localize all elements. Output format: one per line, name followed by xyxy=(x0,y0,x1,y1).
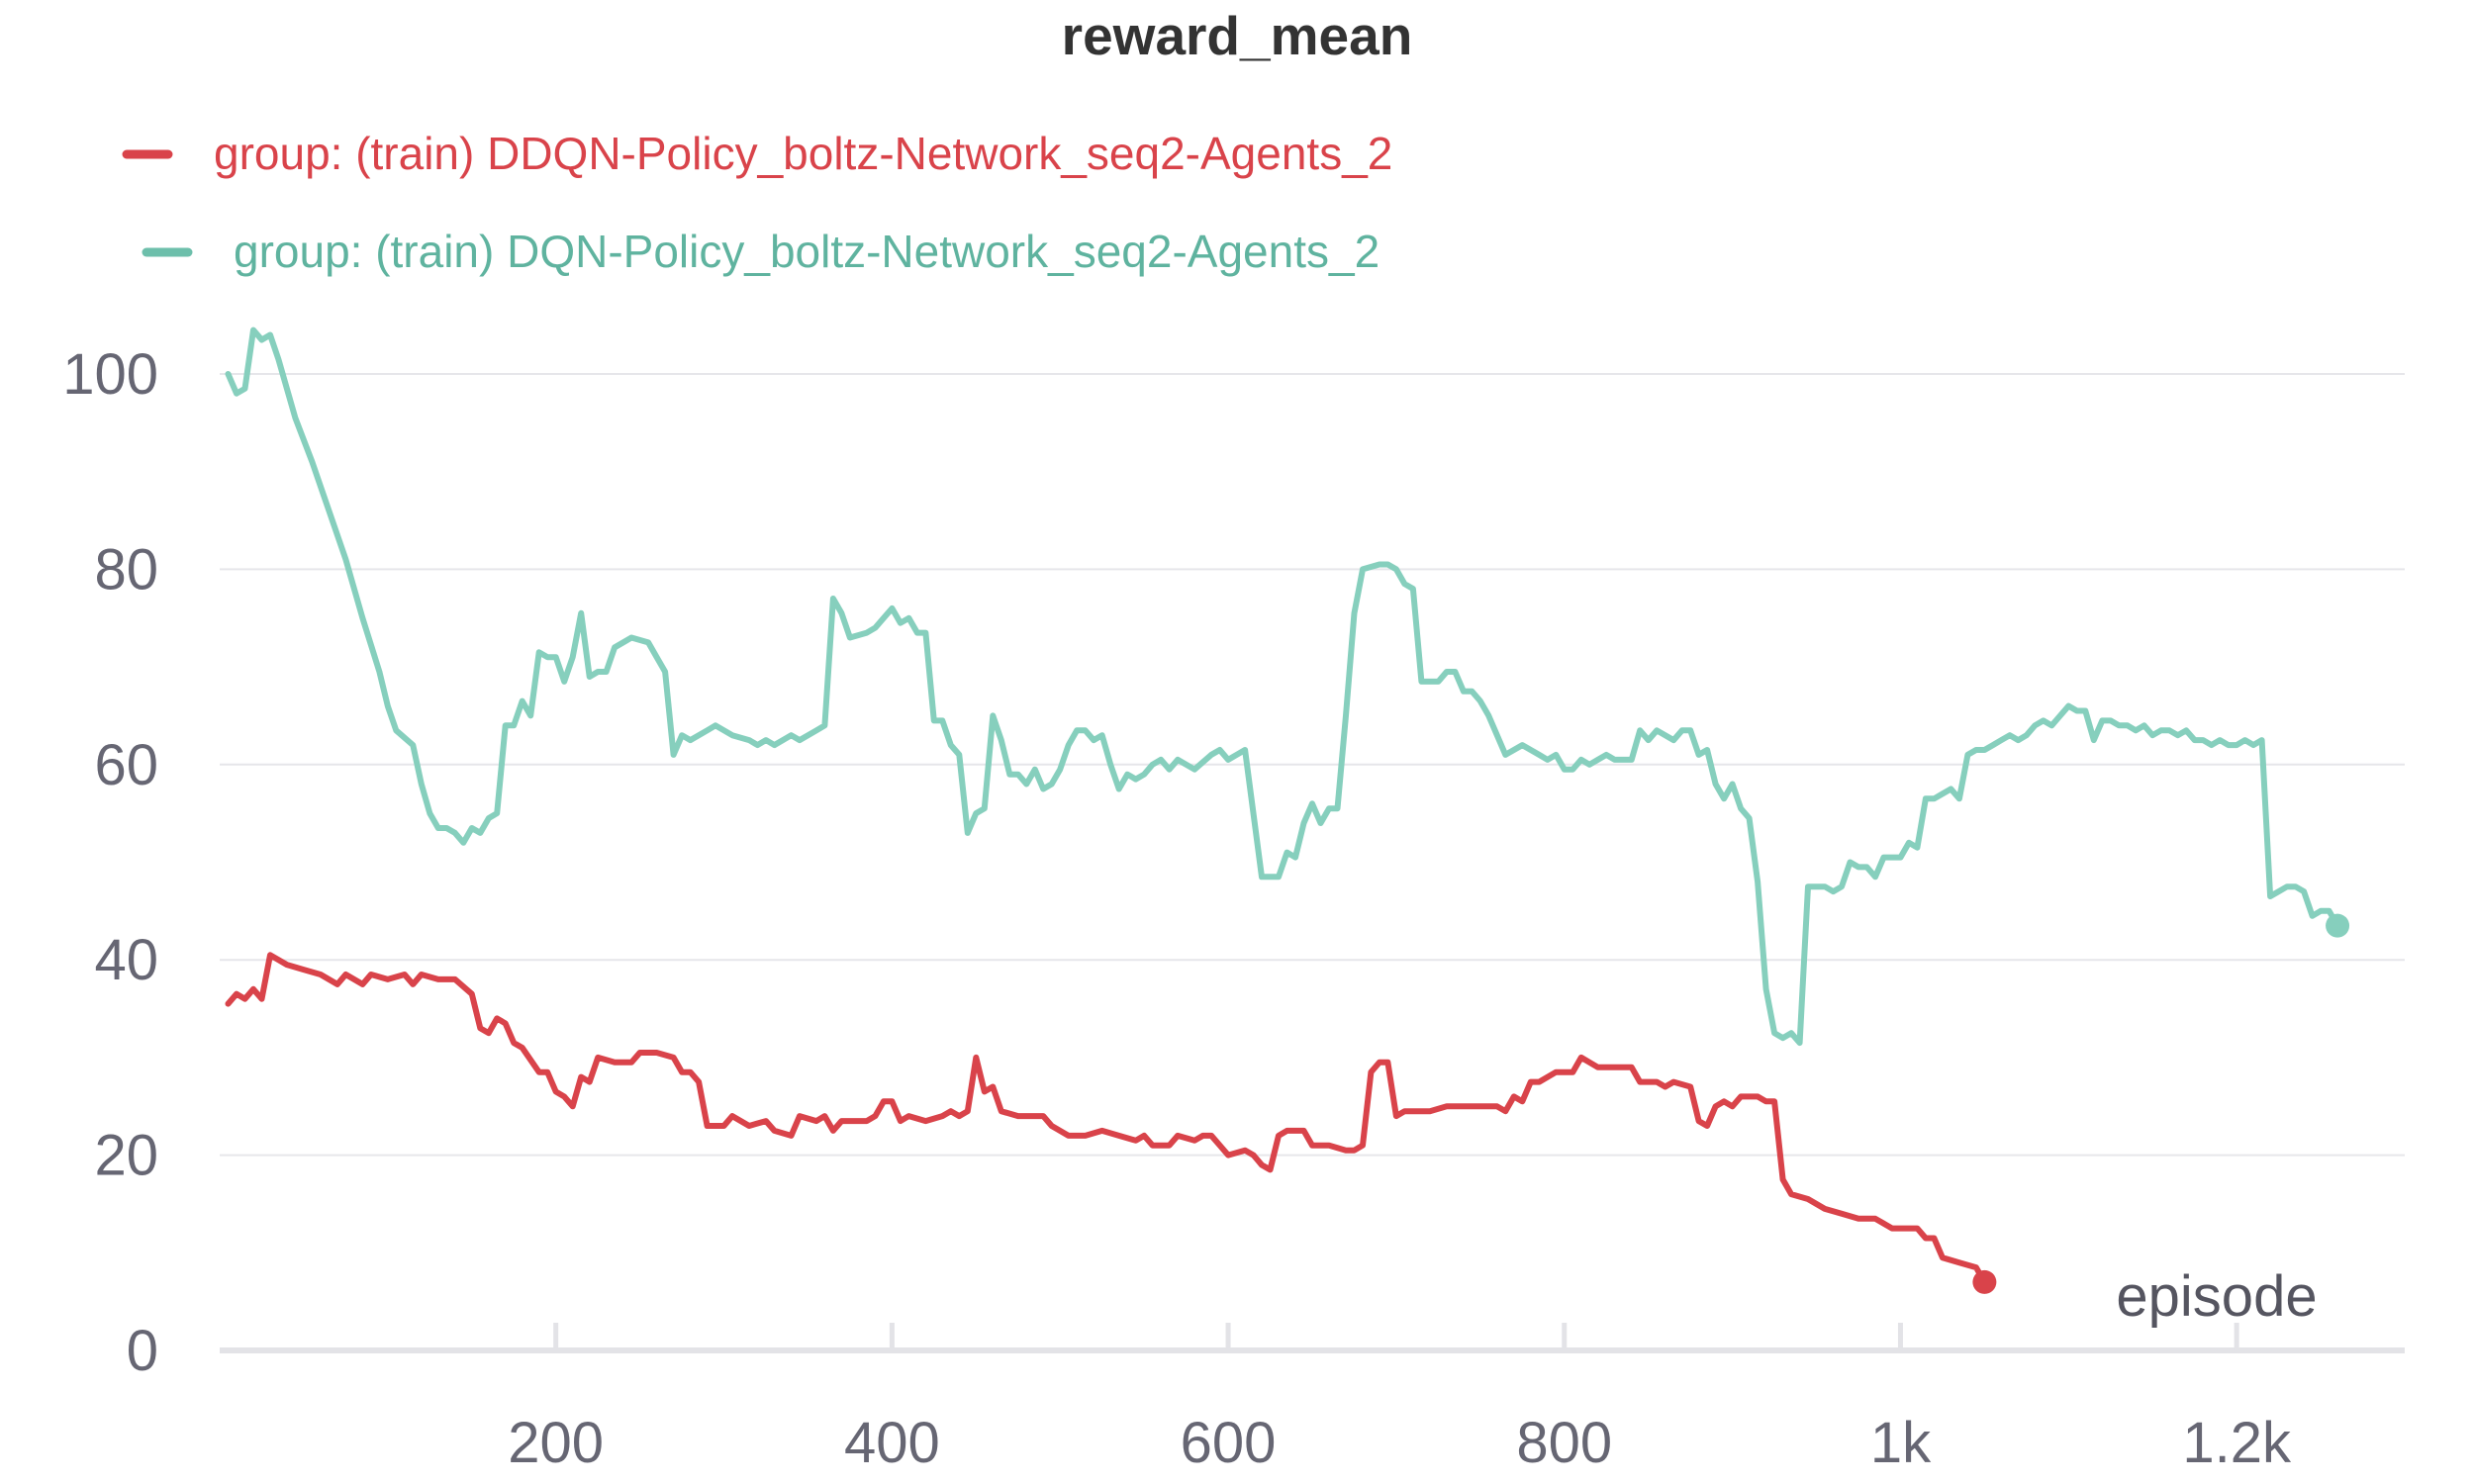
x-tick-label: 200 xyxy=(508,1411,604,1475)
legend-entry-ddqn[interactable]: group: (train) DDQN-Policy_boltz-Network… xyxy=(122,128,1392,179)
series-end-point-0 xyxy=(1972,1269,1997,1294)
y-tick-label: 40 xyxy=(94,928,158,992)
series-lines xyxy=(225,326,2350,1294)
y-tick-label: 60 xyxy=(94,733,158,797)
legend-label-ddqn: group: (train) DDQN-Policy_boltz-Network… xyxy=(214,128,1392,179)
x-tick-label: 800 xyxy=(1516,1411,1612,1475)
legend: group: (train) DDQN-Policy_boltz-Network… xyxy=(122,128,1392,277)
series-line-0 xyxy=(225,952,1988,1285)
x-axis-label: episode xyxy=(2116,1264,2317,1329)
legend-label-dqn: group: (train) DQN-Policy_boltz-Network_… xyxy=(234,226,1380,277)
x-tick-label: 1.2k xyxy=(2182,1411,2292,1475)
legend-entry-dqn[interactable]: group: (train) DQN-Policy_boltz-Network_… xyxy=(142,226,1380,277)
series-end-point-1 xyxy=(2326,913,2350,938)
chart-title: reward_mean xyxy=(1062,5,1413,66)
y-axis-ticks: 0 20 40 60 80 100 xyxy=(62,342,158,1383)
x-axis-ticks: 200 400 600 800 1k 1.2k xyxy=(220,1323,2405,1475)
y-tick-label: 20 xyxy=(94,1124,158,1188)
x-tick-label: 1k xyxy=(1870,1411,1932,1475)
y-tick-label: 0 xyxy=(127,1319,158,1383)
gridlines xyxy=(220,373,2405,1157)
x-tick-label: 400 xyxy=(844,1411,940,1475)
series-line-1 xyxy=(225,326,2341,1047)
y-tick-label: 100 xyxy=(62,342,158,407)
x-tick-label: 600 xyxy=(1181,1411,1277,1475)
y-tick-label: 80 xyxy=(94,537,158,602)
